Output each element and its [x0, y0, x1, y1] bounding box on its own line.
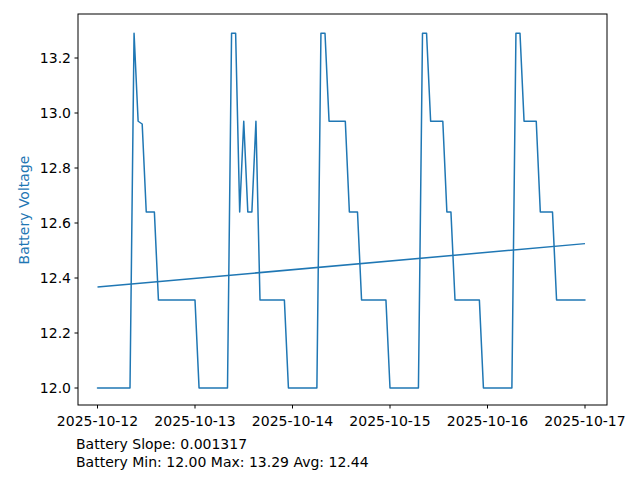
y-tick-label: 12.4	[40, 270, 71, 286]
slope-annotation: Battery Slope: 0.001317	[76, 436, 247, 452]
y-tick-label: 12.6	[40, 215, 71, 231]
battery-voltage-figure: 2025-10-12 2025-10-13 2025-10-14 2025-10-15…	[0, 0, 640, 480]
y-axis-label: Battery Voltage	[16, 156, 32, 265]
battery-voltage-line	[98, 33, 586, 388]
minmaxavg-annotation: Battery Min: 12.00 Max: 13.29 Avg: 12.44	[76, 454, 369, 470]
y-tick-label: 12.0	[40, 380, 71, 396]
y-tick-label: 13.2	[40, 50, 71, 66]
x-tick-label: 2025-10-17	[544, 413, 625, 429]
battery-voltage-chart: 2025-10-12 2025-10-13 2025-10-14 2025-10-15…	[0, 0, 640, 480]
axes-frame	[78, 14, 607, 405]
y-tick-label: 12.2	[40, 325, 71, 341]
x-tick-label: 2025-10-12	[57, 413, 138, 429]
x-tick-label: 2025-10-16	[447, 413, 528, 429]
trend-line	[98, 244, 586, 287]
x-tick-label: 2025-10-14	[252, 413, 333, 429]
y-tick-label: 12.8	[40, 160, 71, 176]
y-tick-label: 13.0	[40, 105, 71, 121]
x-tick-label: 2025-10-13	[154, 413, 235, 429]
x-tick-label: 2025-10-15	[349, 413, 430, 429]
